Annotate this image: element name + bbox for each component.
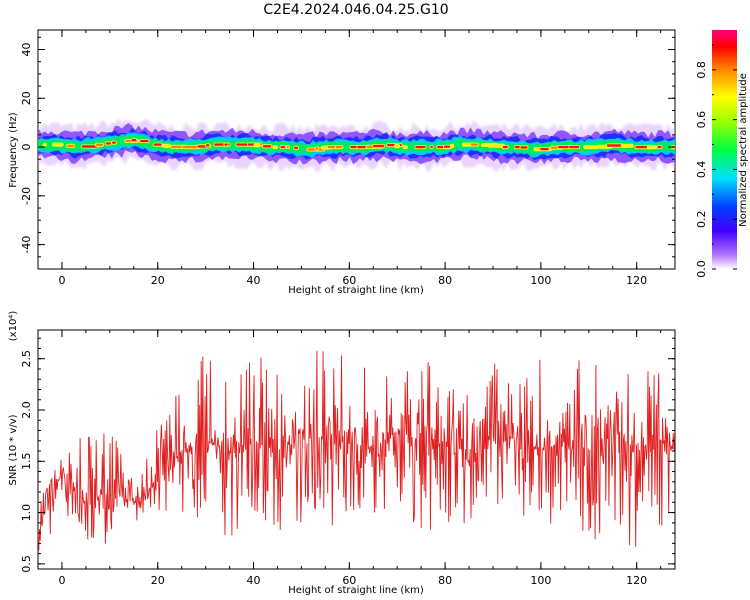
spectrogram-x-tick-label: 120 — [626, 274, 647, 287]
spectrogram-hotspot — [657, 145, 662, 149]
spectrogram-x-tick-label: 80 — [438, 274, 452, 287]
colorbar-tick-label: 0.8 — [695, 61, 708, 79]
spectrogram-hotspot — [450, 144, 454, 148]
snr-series-line — [38, 350, 675, 551]
spectrogram-y-tick-label: -20 — [20, 187, 33, 205]
spectrogram-y-tick-label: 40 — [20, 43, 33, 57]
colorbar-tick-label: 0.4 — [695, 161, 708, 179]
spectrogram-hotspot — [254, 144, 260, 147]
snr-y-multiplier: (x10⁴) — [8, 311, 19, 342]
snr-x-tick-label: 40 — [247, 574, 261, 587]
spectrogram-hotspot — [470, 143, 479, 146]
spectrogram-hotspot — [372, 144, 385, 148]
spectrogram-hotspot — [415, 145, 426, 149]
figure-title: C2E4.2024.046.04.25.G10 — [263, 2, 448, 18]
spectrogram-y-axis-label: Frequency (Hz) — [8, 112, 19, 188]
spectrogram-hotspot — [647, 145, 657, 149]
spectrogram-hotspot — [403, 145, 407, 149]
snr-x-ticks: 0 20 40 60 80 100 120 — [37, 330, 662, 587]
colorbar-tick-label: 0.0 — [695, 260, 708, 278]
snr-x-tick-label: 80 — [438, 574, 452, 587]
colorbar-tick-label: 0.6 — [695, 111, 708, 129]
spectrogram-hotspot — [43, 143, 46, 146]
snr-x-tick-label: 20 — [151, 574, 165, 587]
colorbar-tick-label: 0.2 — [695, 210, 708, 228]
colorbar-label: Normalized spectral amplitude — [738, 73, 749, 227]
snr-y-tick-label: 2.0 — [20, 401, 33, 419]
snr-x-axis-label: Height of straight line (km) — [288, 585, 424, 596]
spectrogram-hotspot — [286, 145, 290, 149]
spectrogram-hotspot — [131, 139, 137, 142]
spectrogram-x-tick-label: 100 — [530, 274, 551, 287]
spectrogram-hotspot — [540, 147, 549, 151]
spectrogram-y-tick-label: -40 — [20, 236, 33, 254]
spectrogram-hotspot — [583, 145, 597, 149]
spectrogram-hotspot — [153, 143, 162, 146]
snr-y-tick-label: 2.5 — [20, 350, 33, 368]
spectrogram-hotspot — [81, 145, 98, 148]
snr-x-tick-label: 60 — [342, 574, 356, 587]
spectrogram-hotspot — [67, 144, 75, 147]
spectrogram-x-tick-label: 0 — [58, 274, 65, 287]
spectrogram-hotspot — [502, 145, 508, 149]
spectrogram-hotspot — [520, 146, 528, 149]
spectrogram-hotspot — [112, 141, 117, 144]
colorbar-ticks: 0.0 0.2 0.4 0.6 0.8 — [695, 44, 737, 278]
spectrogram-hotspot — [514, 145, 520, 149]
snr-y-tick-label: 1.0 — [20, 504, 33, 522]
spectrogram-panel: 0 20 40 60 80 100 120 -40 -20 0 20 40 Height of st… — [8, 29, 676, 296]
spectrogram-x-tick-label: 20 — [151, 274, 165, 287]
spectrogram-hotspot — [443, 145, 451, 148]
snr-x-tick-label: 100 — [530, 574, 551, 587]
snr-x-tick-label: 0 — [58, 574, 65, 587]
spectrogram-x-tick-label: 60 — [342, 274, 356, 287]
spectrogram-hotspot — [357, 145, 367, 149]
spectrogram-hotspot — [488, 144, 505, 147]
spectrogram-hotspot — [606, 144, 623, 147]
spectrogram-x-ticks: 0 20 40 60 80 100 120 — [37, 30, 662, 287]
spectrogram-x-tick-label: 40 — [247, 274, 261, 287]
snr-panel: 0 20 40 60 80 100 120 0.5 1.0 1.5 2.0 2.5 Height o… — [8, 311, 676, 596]
spectrogram-hotspot — [462, 143, 472, 146]
snr-y-ticks: 0.5 1.0 1.5 2.0 2.5 — [20, 337, 675, 573]
spectrogram-hotspot — [394, 144, 400, 148]
spectrogram-hotspot — [315, 147, 319, 150]
spectrogram-hotspot — [95, 143, 104, 146]
spectrogram-y-ticks: -40 -20 0 20 40 — [20, 36, 675, 270]
snr-y-tick-label: 0.5 — [20, 555, 33, 573]
snr-x-tick-label: 120 — [626, 574, 647, 587]
spectrogram-hotspot — [280, 145, 286, 149]
snr-y-tick-label: 1.5 — [20, 453, 33, 471]
spectrogram-hotspot — [105, 142, 111, 145]
spectrogram-y-tick-label: 20 — [20, 91, 33, 105]
spectrogram-hotspot — [335, 145, 343, 149]
spectrogram-hotspot — [293, 146, 299, 149]
spectrogram-y-tick-label: 0 — [20, 144, 33, 151]
spectrogram-hotspot — [273, 145, 278, 149]
spectrogram-hotspot — [182, 145, 200, 149]
snr-y-axis-label: SNR (10 * v/v) — [8, 414, 19, 485]
spectrogram-hotspot — [430, 145, 433, 149]
spectrogram-hotspot — [140, 139, 149, 143]
colorbar: 0.0 0.2 0.4 0.6 0.8 Normalized spectral ampl… — [695, 30, 749, 278]
spectrogram-hotspot — [262, 145, 272, 148]
spectrogram-hotspot — [162, 144, 170, 147]
spectrogram-hotspot — [224, 143, 228, 146]
spectrogram-hotspot — [52, 143, 63, 146]
spectrogram-band — [38, 117, 675, 173]
spectrogram-x-axis-label: Height of straight line (km) — [288, 285, 424, 296]
spectrogram-hotspot — [621, 144, 633, 147]
spectrogram-hotspot — [205, 144, 210, 147]
spectrogram-hotspot — [569, 145, 580, 149]
colorbar-gradient — [712, 30, 737, 269]
